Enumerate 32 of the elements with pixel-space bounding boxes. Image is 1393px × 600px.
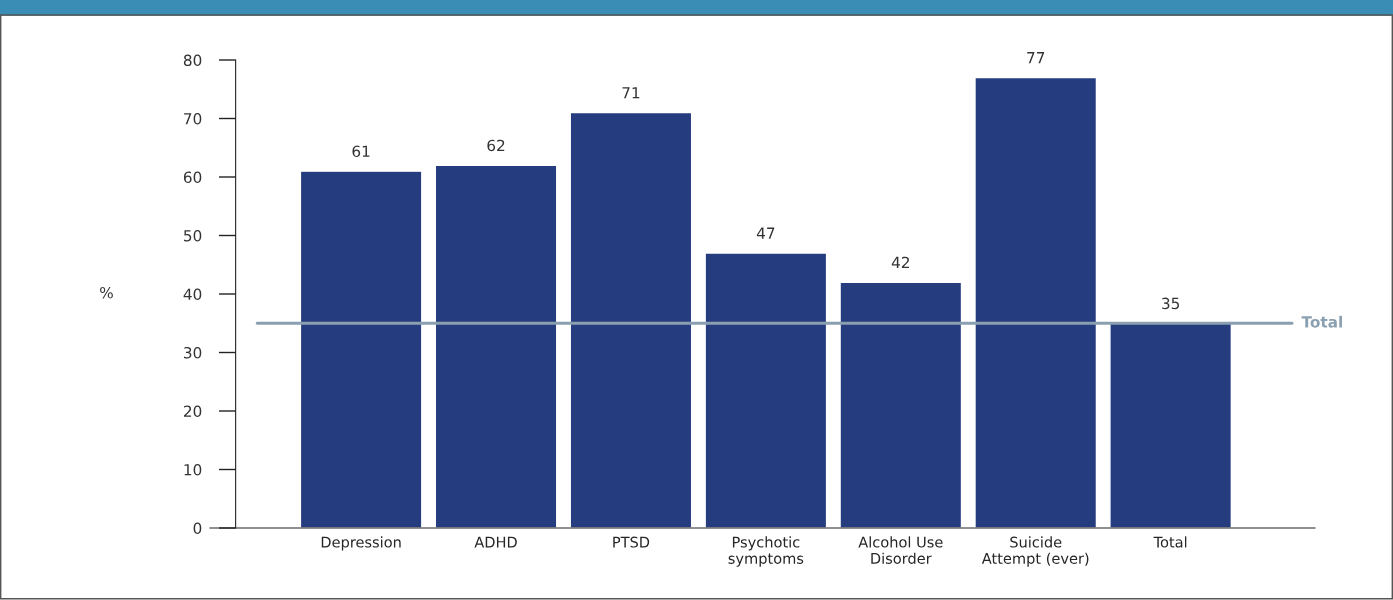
- bar: [434, 164, 558, 528]
- y-tick-label: 20: [183, 405, 202, 418]
- data-label: 42: [891, 256, 909, 269]
- y-tick-label: 50: [184, 229, 202, 242]
- data-label: 62: [487, 139, 505, 152]
- bar: [1109, 322, 1233, 528]
- y-tick-label: 10: [184, 463, 202, 476]
- bar: [704, 252, 828, 528]
- data-label: 77: [1027, 52, 1045, 64]
- y-axis-title: %: [100, 286, 113, 299]
- y-tick-label: 40: [183, 288, 202, 301]
- data-label: 35: [1162, 297, 1180, 310]
- ref-line-label: Total: [1301, 315, 1342, 328]
- x-tick-label: Alcohol Use Disorder: [858, 536, 943, 564]
- x-tick-label: Total: [1153, 536, 1187, 548]
- x-tick-label: ADHD: [474, 536, 517, 548]
- bar: [569, 111, 693, 528]
- data-label: 47: [756, 227, 775, 239]
- y-tick-label: 30: [184, 346, 202, 359]
- x-tick-label: PTSD: [613, 536, 650, 548]
- bar: [839, 281, 963, 528]
- y-tick-label: 70: [184, 112, 202, 125]
- y-tick-label: 0: [193, 522, 202, 535]
- x-tick-label: Suicide Attempt (ever): [981, 536, 1089, 567]
- y-tick-label: 60: [183, 171, 202, 184]
- data-label: 61: [352, 145, 370, 158]
- x-tick-label: Depression: [321, 536, 401, 551]
- y-tick-label: 80: [183, 54, 202, 67]
- bar: [974, 76, 1098, 528]
- data-label: 71: [622, 87, 640, 99]
- x-tick-label: Psychotic symptoms: [728, 536, 804, 567]
- bar: [299, 170, 423, 528]
